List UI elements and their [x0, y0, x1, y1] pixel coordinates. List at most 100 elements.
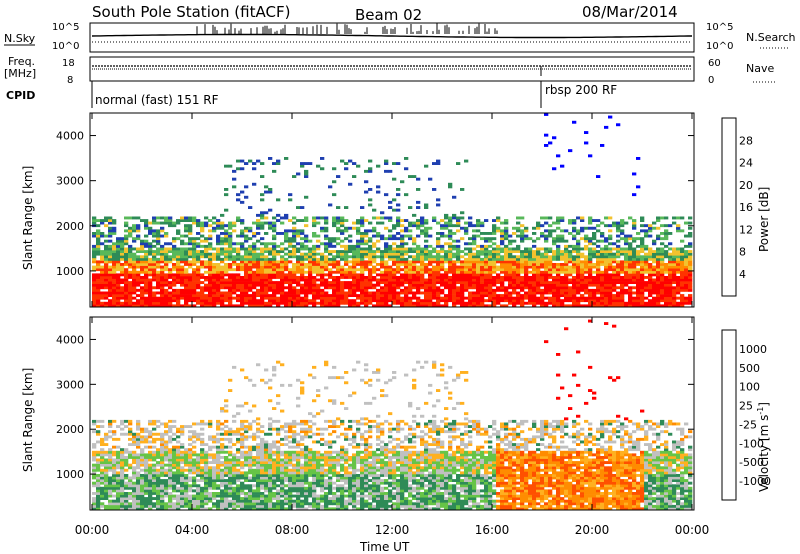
heatmap-cell — [436, 239, 441, 243]
heatmap-cell — [620, 247, 625, 251]
heatmap-cell — [264, 247, 269, 251]
heatmap-cell — [260, 162, 265, 165]
heatmap-cell — [188, 463, 193, 467]
heatmap-cell — [336, 255, 341, 259]
heatmap-cell — [392, 299, 397, 303]
heatmap-cell — [592, 291, 597, 295]
heatmap-cell — [428, 268, 433, 272]
heatmap-cell — [136, 283, 141, 287]
heatmap-cell — [108, 216, 113, 220]
heatmap-cell — [100, 232, 105, 235]
heatmap-cell — [132, 466, 137, 470]
heatmap-cell — [116, 425, 121, 428]
heatmap-cell — [200, 296, 205, 300]
heatmap-cell — [264, 260, 269, 264]
heatmap-cell — [304, 234, 309, 238]
heatmap-cell — [104, 481, 109, 485]
heatmap-cell — [316, 234, 321, 238]
heatmap-cell — [400, 224, 405, 228]
heatmap-cell — [668, 224, 673, 228]
heatmap-cell — [360, 296, 365, 300]
heatmap-cell — [556, 263, 561, 266]
heatmap-cell — [552, 221, 557, 225]
heatmap-cell — [436, 294, 441, 297]
heatmap-cell — [188, 296, 193, 300]
heatmap-cell — [96, 247, 101, 251]
heatmap-cell — [476, 260, 481, 264]
nsky-tick-top: 10^5 — [52, 22, 79, 33]
heatmap-cell — [404, 229, 409, 233]
heatmap-cell — [228, 283, 233, 287]
heatmap-cell — [404, 193, 409, 197]
heatmap-cell — [596, 288, 601, 292]
heatmap-cell — [232, 255, 237, 259]
heatmap-cell — [640, 255, 645, 259]
heatmap-cell — [488, 276, 493, 279]
heatmap-cell — [412, 213, 417, 217]
heatmap-cell — [412, 270, 417, 274]
heatmap-cell — [668, 273, 673, 277]
heatmap-cell — [324, 244, 329, 248]
heatmap-cell — [408, 250, 413, 253]
heatmap-cell — [216, 492, 221, 495]
heatmap-cell — [208, 453, 213, 457]
heatmap-cell — [500, 263, 505, 266]
heatmap-cell — [648, 229, 653, 233]
heatmap-cell — [132, 461, 137, 464]
heatmap-cell — [92, 273, 97, 277]
heatmap-cell — [396, 237, 401, 241]
heatmap-cell — [236, 234, 241, 238]
heatmap-cell — [376, 294, 381, 297]
heatmap-cell — [128, 463, 133, 467]
heatmap-cell — [272, 234, 277, 238]
heatmap-cell — [268, 208, 273, 212]
heatmap-cell — [100, 494, 105, 498]
heatmap-cell — [104, 291, 109, 295]
heatmap-cell — [520, 286, 525, 290]
cpid-mode-1: normal (fast) 151 RF — [95, 93, 219, 107]
heatmap-cell — [276, 219, 281, 222]
heatmap-cell — [620, 294, 625, 297]
heatmap-cell — [92, 268, 97, 272]
heatmap-cell — [600, 239, 605, 243]
heatmap-cell — [628, 244, 633, 248]
heatmap-cell — [212, 291, 217, 295]
heatmap-cell — [176, 427, 181, 431]
heatmap-cell — [680, 296, 685, 300]
heatmap-cell — [620, 229, 625, 233]
heatmap-cell — [348, 234, 353, 238]
heatmap-cell — [288, 250, 293, 253]
heatmap-cell — [368, 276, 373, 279]
heatmap-cell — [496, 301, 501, 305]
heatmap-cell — [304, 278, 309, 282]
heatmap-cell — [640, 237, 645, 241]
heatmap-cell — [188, 448, 193, 452]
heatmap-cell — [468, 294, 473, 297]
heatmap-cell — [520, 257, 525, 261]
heatmap-cell — [204, 288, 209, 292]
heatmap-cell — [124, 484, 129, 488]
heatmap-cell — [200, 422, 205, 426]
heatmap-cell — [112, 499, 117, 503]
heatmap-cell — [636, 291, 641, 295]
heatmap-cell — [96, 425, 101, 428]
heatmap-cell — [464, 286, 469, 290]
heatmap-cell — [140, 468, 145, 472]
heatmap-cell — [144, 291, 149, 295]
heatmap-cell — [120, 484, 125, 488]
heatmap-cell — [220, 252, 225, 256]
heatmap-cell — [116, 507, 121, 511]
heatmap-cell — [588, 301, 593, 305]
heatmap-cell — [264, 294, 269, 297]
heatmap-cell — [540, 260, 545, 264]
heatmap-cell — [356, 273, 361, 277]
heatmap-cell — [216, 268, 221, 272]
heatmap-cell — [664, 301, 669, 305]
heatmap-cell — [200, 458, 205, 462]
heatmap-cell — [312, 283, 317, 287]
heatmap-cell — [360, 299, 365, 303]
heatmap-cell — [148, 265, 153, 269]
heatmap-cell — [132, 484, 137, 488]
heatmap-cell — [576, 270, 581, 274]
